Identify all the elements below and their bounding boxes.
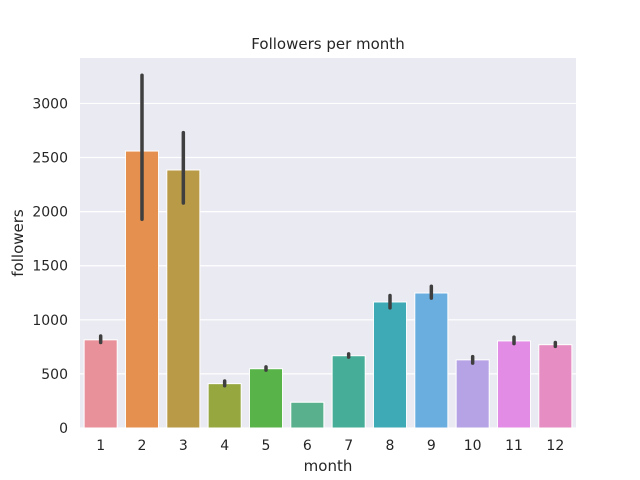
bar-month-10 (455, 359, 490, 429)
y-tick-label: 2000 (32, 205, 68, 221)
x-tick-label: 12 (546, 438, 564, 454)
x-tick-label: 3 (179, 438, 188, 454)
bar-month-4 (207, 383, 242, 429)
error-bars (98, 73, 558, 388)
bar-month-3 (166, 169, 201, 429)
y-tick-label: 1000 (32, 313, 68, 329)
y-tick-labels: 0 500 1000 1500 2000 2500 3000 (32, 96, 68, 437)
bar-month-5 (248, 368, 284, 429)
bar-month-11 (496, 340, 532, 429)
y-axis-label: followers (9, 209, 27, 277)
x-tick-label: 11 (505, 438, 523, 454)
bar-month-9 (414, 292, 449, 429)
gridlines (80, 102, 576, 429)
x-tick-label: 10 (464, 438, 482, 454)
x-tick-label: 9 (427, 438, 436, 454)
y-tick-label: 2500 (32, 151, 68, 167)
x-tick-label: 8 (386, 438, 395, 454)
bars (83, 150, 573, 429)
bar-month-6 (290, 401, 325, 429)
bar-month-1 (83, 339, 118, 429)
y-tick-label: 3000 (32, 96, 68, 112)
chart-title: Followers per month (251, 35, 404, 53)
x-tick-labels: 1 2 3 4 5 6 7 8 9 10 11 12 (96, 438, 564, 454)
y-tick-label: 1500 (32, 259, 68, 275)
x-tick-label: 5 (262, 438, 271, 454)
x-tick-label: 4 (220, 438, 229, 454)
y-tick-label: 0 (59, 421, 68, 437)
x-tick-label: 2 (138, 438, 147, 454)
y-tick-label: 500 (41, 367, 68, 383)
bar-month-12 (538, 344, 573, 429)
plot-background (80, 58, 576, 428)
x-axis-label: month (304, 457, 353, 475)
bar-month-7 (331, 355, 366, 429)
x-tick-label: 7 (344, 438, 353, 454)
x-tick-label: 1 (96, 438, 105, 454)
x-tick-label: 6 (303, 438, 312, 454)
bar-month-8 (372, 301, 408, 429)
